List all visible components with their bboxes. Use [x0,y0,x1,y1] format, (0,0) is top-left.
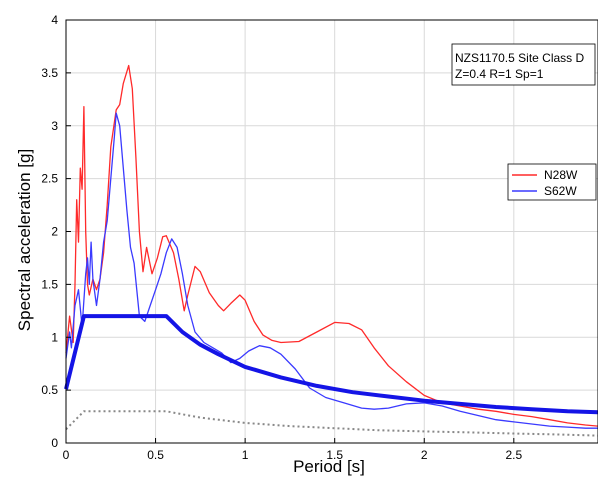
annotation-box: NZS1170.5 Site Class D Z=0.4 R=1 Sp=1 [451,43,596,86]
x-tick-label: 1 [242,448,249,462]
annotation-line-1: NZS1170.5 Site Class D [455,51,584,65]
legend-frame [507,163,597,201]
y-tick-label: 3.5 [41,66,58,80]
legend: N28W S62W [507,163,597,201]
y-tick-label: 2 [51,225,58,239]
y-tick-label: 1.5 [41,277,58,291]
y-tick-label: 2.5 [41,172,58,186]
x-tick-label: 2.5 [505,448,522,462]
series-layer [64,64,598,437]
y-tick-label: 1 [51,330,58,344]
legend-label-n28w: N28W [544,168,578,182]
x-tick-label: 2 [421,448,428,462]
y-tick-label: 0 [51,436,58,450]
axis-ticks: 0 0.5 1 1.5 2 2.5 0 0.5 1 1.5 2 2.5 3 3.5 4 [41,13,522,462]
x-tick-label: 0.5 [147,448,164,462]
y-axis-label: Spectral acceleration [g] [15,149,34,331]
legend-label-s62w: S62W [544,184,577,198]
x-tick-label: 1.5 [326,448,343,462]
series-line-n28w [65,64,598,427]
design-spectrum-line [64,314,598,415]
annotation-frame [451,43,596,86]
y-tick-label: 3 [51,119,58,133]
y-tick-label: 0.5 [41,383,58,397]
dotted-spectrum-line [65,410,598,437]
y-tick-label: 4 [51,13,58,27]
annotation-line-2: Z=0.4 R=1 Sp=1 [455,67,544,81]
x-axis-label: Period [s] [293,457,365,476]
series-line-s62w [65,112,598,429]
x-tick-label: 0 [63,448,70,462]
